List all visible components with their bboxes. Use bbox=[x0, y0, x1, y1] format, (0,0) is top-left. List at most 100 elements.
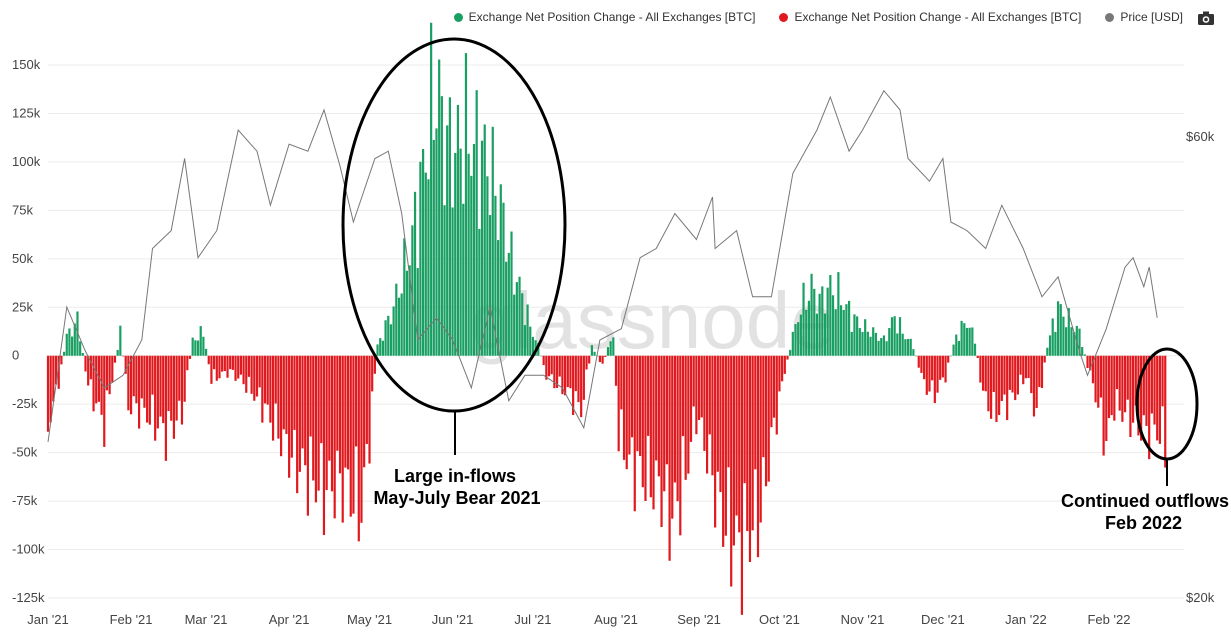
bar bbox=[459, 148, 462, 356]
bar bbox=[143, 355, 146, 408]
bar bbox=[523, 325, 527, 356]
bar bbox=[1164, 355, 1167, 468]
bar bbox=[786, 355, 789, 360]
bar bbox=[229, 355, 232, 370]
bar bbox=[108, 355, 111, 395]
bar bbox=[998, 355, 1001, 416]
bar bbox=[823, 313, 827, 356]
bar bbox=[601, 355, 604, 364]
bar bbox=[550, 355, 553, 375]
bar bbox=[505, 261, 508, 356]
bar bbox=[1131, 355, 1135, 423]
bar bbox=[719, 355, 722, 493]
bar bbox=[1094, 355, 1097, 403]
bar bbox=[338, 355, 342, 474]
bar bbox=[1022, 355, 1025, 385]
camera-icon[interactable] bbox=[1197, 10, 1215, 26]
bar bbox=[936, 355, 939, 393]
bar bbox=[574, 355, 577, 392]
bar bbox=[301, 355, 304, 449]
bar bbox=[783, 355, 786, 374]
bar bbox=[1123, 355, 1127, 413]
bar bbox=[791, 331, 794, 356]
x-tick-label: Oct '21 bbox=[759, 612, 800, 627]
bar bbox=[462, 203, 465, 356]
bar bbox=[480, 140, 484, 356]
bar bbox=[628, 355, 631, 455]
y-axis-right: $60k $20k bbox=[1186, 129, 1215, 605]
bar bbox=[483, 124, 486, 356]
bar bbox=[772, 355, 776, 418]
bar bbox=[1150, 355, 1153, 414]
bar bbox=[328, 355, 331, 461]
bar bbox=[389, 324, 393, 356]
bar bbox=[1051, 318, 1054, 356]
bar bbox=[376, 344, 379, 356]
bar bbox=[866, 331, 869, 356]
bar bbox=[290, 355, 293, 458]
bar bbox=[676, 355, 679, 502]
bar bbox=[247, 355, 251, 377]
bar bbox=[668, 355, 671, 561]
bar bbox=[572, 355, 575, 415]
bar bbox=[156, 355, 159, 429]
bar bbox=[909, 338, 912, 356]
bar bbox=[478, 228, 481, 356]
legend-item-inflow[interactable]: Exchange Net Position Change - All Excha… bbox=[453, 10, 755, 24]
bar bbox=[199, 326, 202, 356]
bar bbox=[127, 355, 130, 411]
bar bbox=[226, 355, 229, 378]
bar bbox=[400, 293, 403, 356]
x-tick-label: Feb '22 bbox=[1087, 612, 1130, 627]
bar bbox=[547, 355, 551, 377]
bar bbox=[373, 355, 376, 374]
bar bbox=[880, 338, 883, 356]
bar bbox=[692, 355, 695, 407]
bar bbox=[1118, 355, 1121, 411]
bar bbox=[68, 328, 71, 356]
bar bbox=[1110, 355, 1113, 416]
bar bbox=[113, 355, 117, 363]
bar bbox=[1003, 355, 1006, 395]
bar bbox=[577, 355, 580, 403]
bar bbox=[622, 355, 626, 460]
x-tick-label: Sep '21 bbox=[677, 612, 721, 627]
bar bbox=[869, 336, 872, 356]
outflow-annotation-line-1: Continued outflows bbox=[1061, 491, 1229, 511]
bar bbox=[813, 288, 816, 356]
bar bbox=[973, 343, 977, 356]
bar bbox=[933, 355, 936, 404]
bar bbox=[939, 355, 942, 380]
bar bbox=[1121, 355, 1124, 422]
bar bbox=[923, 355, 926, 380]
bar bbox=[614, 355, 618, 386]
bar bbox=[92, 355, 95, 412]
bar bbox=[826, 287, 829, 356]
x-tick-label: Jan '22 bbox=[1005, 612, 1047, 627]
bar bbox=[202, 336, 205, 356]
bar bbox=[277, 355, 280, 439]
bar bbox=[847, 300, 851, 356]
bar bbox=[1089, 355, 1092, 371]
bar bbox=[539, 355, 543, 357]
legend-item-outflow[interactable]: Exchange Net Position Change - All Excha… bbox=[779, 10, 1081, 24]
bar bbox=[649, 355, 652, 498]
bar bbox=[1086, 355, 1089, 369]
bar bbox=[931, 355, 934, 381]
bar bbox=[438, 59, 441, 356]
bar bbox=[566, 355, 569, 388]
bar bbox=[580, 355, 583, 418]
bar bbox=[349, 355, 352, 517]
bar bbox=[705, 355, 709, 474]
bar bbox=[590, 345, 593, 356]
bar bbox=[526, 304, 529, 356]
bar bbox=[740, 355, 744, 615]
bar bbox=[392, 306, 395, 356]
bar bbox=[864, 319, 867, 356]
bar bbox=[148, 355, 151, 425]
bar bbox=[1129, 355, 1132, 438]
bar bbox=[89, 355, 92, 380]
bar bbox=[1040, 355, 1044, 388]
bar bbox=[794, 324, 797, 356]
legend-item-price[interactable]: Price [USD] bbox=[1105, 10, 1183, 24]
